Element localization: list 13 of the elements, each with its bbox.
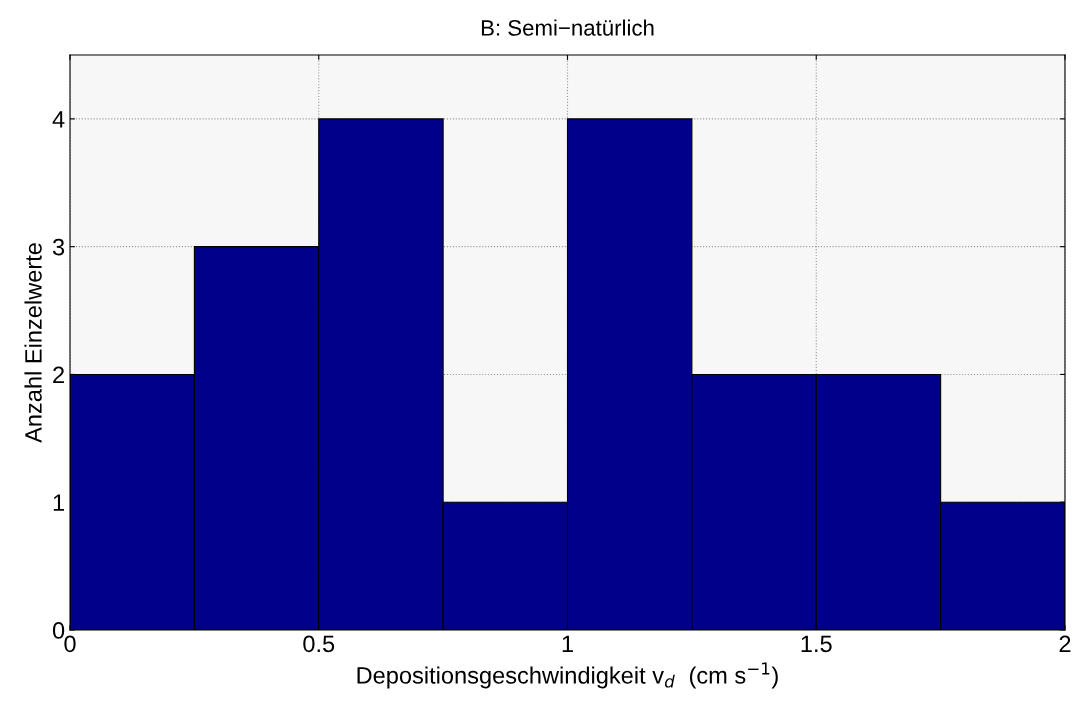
y-tick-label: 2 xyxy=(53,366,64,383)
y-tick-label: 3 xyxy=(52,238,65,256)
y-axis-title: Anzahl Einzelwerte xyxy=(24,243,42,443)
x-tick-label: 1.5 xyxy=(801,635,832,653)
x-tick-label: 1 xyxy=(562,635,573,652)
x-tick-label: 2 xyxy=(1059,635,1071,652)
x-tick-label: 0 xyxy=(64,635,76,653)
x-tick-label: 0.5 xyxy=(303,635,335,653)
chart-title: B: Semi−natürlich xyxy=(481,19,654,36)
x-axis-title: Depositionsgeschwindigkeit v$_{d}$ (cm s$^{−1}$) xyxy=(357,662,778,689)
y-tick-label: 1 xyxy=(53,494,64,511)
y-tick-label: 0 xyxy=(52,622,65,639)
y-tick-label: 4 xyxy=(52,111,65,128)
